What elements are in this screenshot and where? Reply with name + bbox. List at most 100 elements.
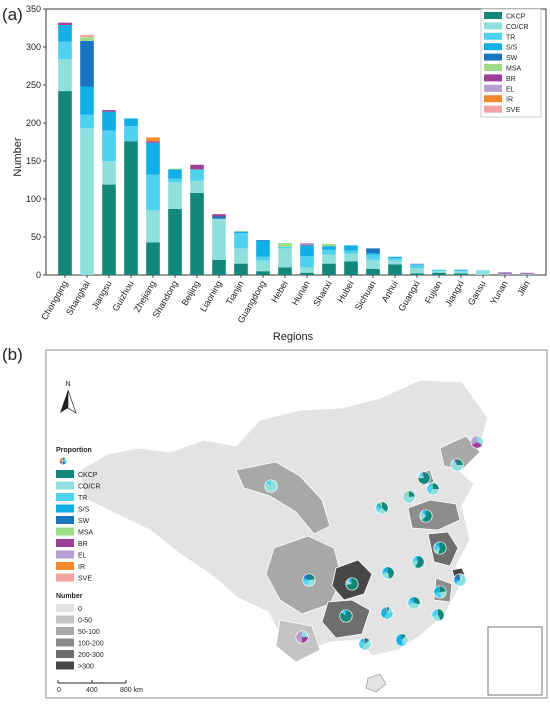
bar-segment-cocr — [256, 260, 270, 272]
map-legend-label: SW — [78, 518, 90, 525]
legend-swatch — [484, 64, 502, 71]
pie-slice — [438, 541, 447, 555]
pie-slice — [417, 471, 431, 485]
pie-slice — [438, 585, 440, 592]
bar-segment-tr — [366, 254, 380, 260]
bar-segment-ss — [454, 269, 468, 271]
pie-guizhou — [339, 609, 353, 623]
pie-slice — [341, 610, 346, 616]
bar-segment-ckcp — [234, 263, 248, 275]
pie-outline — [417, 471, 431, 485]
pie-outline — [411, 555, 425, 569]
x-tick-label: Hunan — [290, 279, 312, 307]
bar-segment-ckcp — [256, 271, 270, 275]
pie-slice — [407, 599, 414, 605]
legend-label: TR — [506, 34, 515, 41]
proportion-icon-slice — [60, 457, 63, 461]
pie-outline — [431, 608, 445, 622]
bar-segment-ckcp — [146, 242, 160, 275]
map-legend-swatch — [56, 573, 74, 582]
bar-segment-br — [300, 244, 314, 246]
proportion-icon-slice — [59, 461, 63, 464]
bar-segment-cocr — [432, 271, 446, 273]
pie-guangdong — [395, 633, 409, 647]
pie-slice — [376, 508, 387, 515]
legend-label: EL — [506, 86, 515, 93]
bar-segment-el — [520, 272, 534, 274]
legend-label: S/S — [506, 45, 518, 52]
legend-swatch — [484, 105, 502, 113]
bar-segment-ckcp — [300, 272, 314, 275]
pie-slice — [438, 585, 440, 592]
map-legend-label: TR — [78, 495, 87, 502]
pie-slice — [417, 474, 424, 479]
map-legend-label: S/S — [78, 507, 90, 514]
bar-segment-cocr — [520, 274, 534, 275]
bar-segment-ss — [300, 245, 314, 256]
bar-segment-tr — [388, 258, 402, 261]
bar-segment-sw — [80, 40, 94, 87]
pie-slice — [403, 492, 409, 497]
china-map-panel: N Proportion CKCP CO/CR TR S/S SW MSA BR EL IR SVE… — [45, 349, 548, 699]
bar-segment-ss — [366, 252, 380, 255]
bar-segment-ckcp — [432, 272, 446, 275]
pie-slice — [419, 511, 426, 521]
x-tick-label: Tianjin — [224, 279, 246, 307]
bar-segment-ir — [146, 137, 160, 142]
pie-slice — [295, 630, 302, 644]
x-tick-label: Jiangxi — [443, 279, 466, 308]
bar-segment-cocr — [278, 248, 292, 268]
pie-slice — [431, 482, 433, 489]
pie-slice — [438, 608, 445, 621]
scale-bar-label: 0 — [57, 687, 61, 694]
legend-swatch — [484, 53, 502, 61]
x-tick-label: Yunan — [488, 279, 509, 306]
bar-segment-br — [212, 214, 226, 217]
pie-slice — [358, 639, 365, 650]
scale-bar-label: 400 — [86, 687, 98, 694]
proportion-legend-title: Proportion — [56, 447, 92, 454]
legend-label: CO/CR — [506, 24, 529, 31]
bar-segment-tr — [322, 249, 336, 255]
bar-segment-tr — [432, 269, 446, 272]
pie-shanghai — [453, 573, 467, 587]
y-axis-title: Number — [12, 137, 24, 176]
bar-segment-br — [498, 273, 512, 275]
map-legend-swatch — [56, 493, 74, 501]
bar-segment-ckcp — [388, 264, 402, 275]
pie-slice — [361, 639, 372, 651]
pie-slice — [388, 566, 395, 580]
north-arrow-icon — [60, 390, 68, 413]
pie-jiangsu — [433, 541, 447, 555]
bar-segment-ckcp — [278, 267, 292, 275]
pie-slice — [345, 580, 352, 585]
pie-gansu — [264, 479, 278, 493]
pie-outline — [407, 596, 421, 610]
pie-slice — [433, 585, 440, 593]
bar-segment-msa — [80, 37, 94, 41]
pie-outline — [433, 585, 447, 599]
bar-segment-cocr — [344, 253, 358, 262]
pie-slice — [375, 505, 382, 512]
pie-slice — [422, 509, 426, 516]
number-legend-label: 50-100 — [78, 629, 100, 636]
bar-segment-tr — [278, 246, 292, 249]
pie-slice — [395, 633, 402, 647]
bar-segment-ckcp — [344, 261, 358, 275]
bar-segment-ss — [102, 111, 116, 131]
pie-slice — [456, 573, 467, 587]
x-tick-label: Beijing — [180, 279, 202, 307]
province-liaoning — [439, 435, 481, 471]
y-tick-label: 50 — [31, 232, 41, 242]
x-axis-title: Regions — [273, 331, 314, 343]
bar-segment-br — [146, 141, 160, 143]
pie-zhejiang — [433, 585, 447, 599]
pie-slice — [450, 459, 464, 472]
south-china-sea-inset — [487, 626, 543, 696]
bar-segment-msa — [278, 243, 292, 247]
bar-segment-tr — [256, 256, 270, 261]
pie-slice — [387, 606, 390, 613]
pie-shanxi — [375, 501, 389, 515]
map-legend-swatch — [56, 527, 74, 536]
